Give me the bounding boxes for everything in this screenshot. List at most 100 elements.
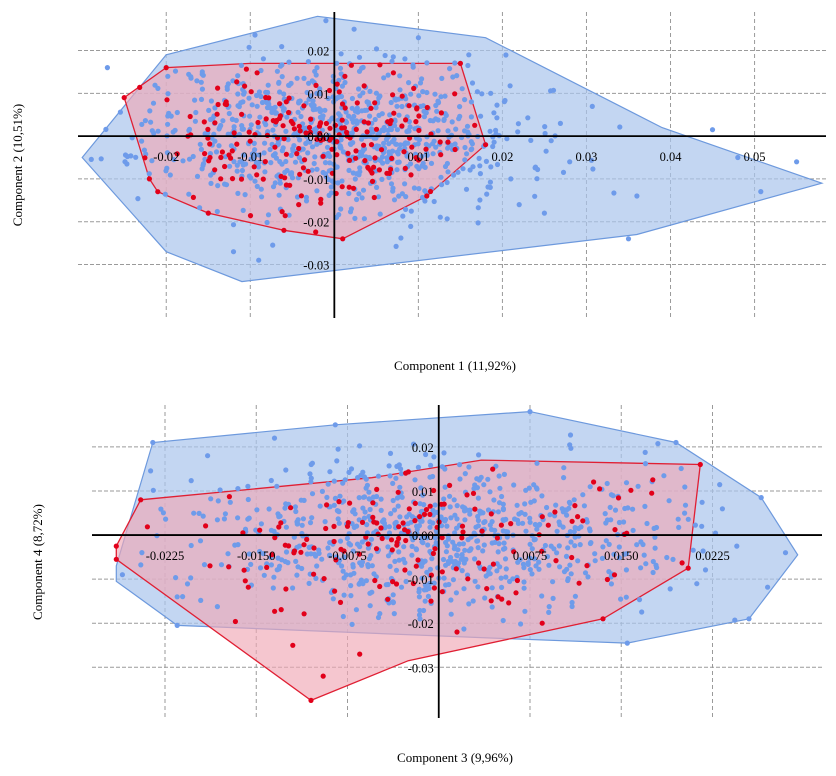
blue-point	[404, 153, 410, 159]
red-point	[395, 489, 401, 495]
red-point	[452, 146, 458, 153]
x-tick-label: -0.0075	[328, 549, 367, 563]
blue-point	[521, 585, 527, 591]
blue-point	[200, 513, 206, 519]
blue-point	[352, 215, 358, 221]
blue-point	[407, 161, 414, 167]
blue-point	[328, 184, 334, 190]
blue-point	[450, 577, 456, 583]
blue-point	[138, 562, 144, 568]
blue-point	[465, 537, 471, 543]
blue-point	[377, 611, 383, 617]
blue-point	[357, 544, 363, 550]
blue-point	[309, 167, 315, 173]
red-point	[308, 697, 314, 704]
blue-point	[423, 110, 429, 116]
blue-point	[235, 190, 241, 196]
blue-point	[420, 89, 426, 95]
red-point	[400, 520, 406, 526]
red-point	[539, 620, 545, 626]
red-point	[215, 101, 221, 108]
blue-point	[514, 502, 520, 508]
blue-point	[307, 520, 314, 526]
blue-point	[293, 558, 299, 565]
blue-point	[283, 549, 290, 555]
blue-point	[556, 519, 562, 525]
blue-point	[433, 144, 439, 150]
blue-point	[192, 118, 198, 124]
blue-point	[212, 105, 218, 111]
blue-point	[340, 568, 346, 574]
blue-point	[439, 523, 445, 529]
red-point	[415, 557, 421, 563]
red-point	[340, 236, 346, 242]
red-point	[372, 577, 378, 584]
blue-point	[198, 96, 205, 102]
blue-point	[401, 544, 407, 550]
blue-point	[488, 90, 494, 96]
blue-point	[503, 566, 509, 572]
blue-point	[248, 561, 254, 568]
red-point	[297, 128, 303, 134]
blue-point	[572, 543, 578, 549]
tick-labels: -0.0225 -0.0150 -0.0075 0.0075 0.0150 0.0225 -…	[146, 441, 730, 675]
blue-point	[482, 519, 488, 525]
red-point	[371, 194, 377, 201]
blue-point	[141, 147, 147, 153]
red-point	[356, 551, 362, 557]
blue-point	[606, 569, 612, 575]
red-point	[214, 111, 220, 117]
blue-point	[699, 523, 705, 529]
blue-point	[388, 99, 394, 106]
blue-point	[692, 522, 699, 528]
blue-point	[397, 73, 403, 79]
red-point	[361, 83, 367, 89]
red-point	[307, 129, 313, 135]
blue-point	[396, 557, 402, 563]
blue-point	[522, 501, 528, 507]
blue-point	[431, 138, 437, 144]
blue-point	[286, 212, 292, 218]
red-point	[370, 500, 376, 506]
red-point	[331, 523, 337, 530]
blue-point	[475, 220, 481, 226]
blue-point	[291, 143, 297, 149]
blue-point	[146, 171, 152, 177]
blue-point	[363, 485, 369, 491]
blue-point	[388, 510, 394, 517]
red-point	[278, 520, 284, 526]
red-point	[406, 103, 412, 109]
blue-point	[327, 469, 333, 475]
blue-point	[225, 551, 231, 557]
red-point	[334, 81, 340, 87]
blue-point	[510, 576, 516, 582]
red-point	[685, 565, 691, 571]
red-point	[389, 547, 395, 553]
red-point	[438, 152, 444, 158]
blue-point	[267, 105, 273, 111]
x-axis-title: Component 3 (9,96%)	[397, 750, 513, 765]
red-point	[311, 571, 317, 577]
red-point	[303, 130, 309, 136]
blue-point	[563, 553, 570, 560]
blue-point	[690, 547, 696, 553]
red-point	[506, 600, 512, 606]
blue-point	[254, 103, 260, 109]
red-point	[368, 168, 374, 174]
blue-point	[532, 164, 539, 170]
blue-point	[335, 446, 341, 452]
blue-point	[258, 186, 264, 192]
blue-point	[396, 112, 402, 118]
blue-point	[216, 143, 222, 149]
blue-point	[361, 216, 367, 222]
red-point	[378, 525, 384, 531]
blue-point	[456, 541, 462, 547]
blue-point	[416, 594, 422, 600]
blue-point	[548, 138, 554, 144]
blue-point	[337, 493, 343, 499]
red-point	[389, 155, 395, 161]
blue-point	[464, 507, 470, 513]
blue-point	[271, 435, 278, 441]
red-point	[212, 120, 218, 126]
blue-point	[369, 563, 375, 569]
